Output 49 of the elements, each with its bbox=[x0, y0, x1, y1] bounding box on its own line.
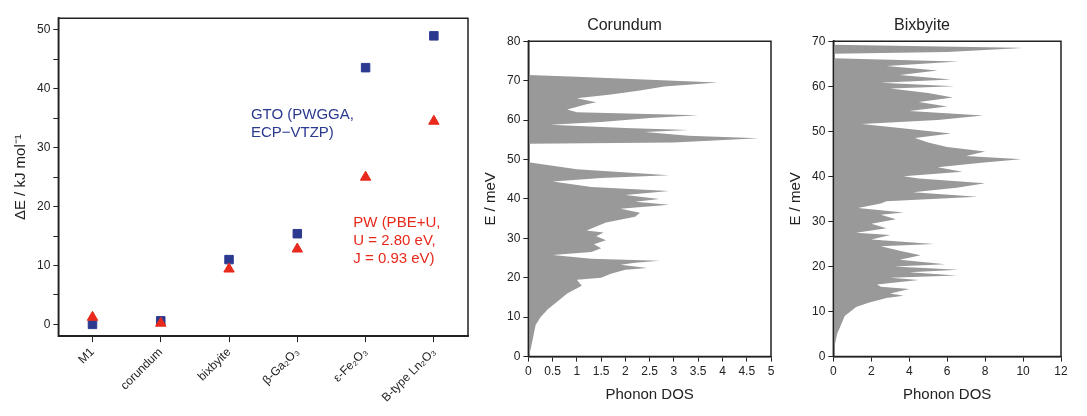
x-tick-label: 3.5 bbox=[689, 364, 707, 379]
x-tick-label: 4.5 bbox=[738, 364, 756, 379]
y-tick-label: 10 bbox=[811, 303, 826, 318]
y-axis-title: E / meV bbox=[481, 172, 499, 226]
x-tick-label: 3 bbox=[670, 364, 678, 379]
x-tick-label: 8 bbox=[981, 364, 989, 379]
x-tick-label: 2 bbox=[867, 364, 875, 379]
x-tick-label: 6 bbox=[943, 364, 951, 379]
y-tick-label: 40 bbox=[811, 168, 826, 183]
y-tick-label: 40 bbox=[506, 191, 521, 206]
x-axis-title: Phonon DOS bbox=[605, 385, 694, 403]
x-tick-label: 0 bbox=[525, 364, 532, 379]
y-axis-title: E / meV bbox=[786, 172, 804, 226]
y-axis-title: ΔE / kJ mol⁻¹ bbox=[11, 134, 29, 221]
x-tick-label: 4 bbox=[719, 364, 727, 379]
y-tick-label: 30 bbox=[811, 213, 826, 228]
y-tick-label: 40 bbox=[36, 81, 51, 96]
text: GTO (PWGGA, ECP−VTZP) bbox=[250, 104, 354, 140]
x-tick-label: 2.5 bbox=[641, 364, 659, 379]
x-tick-label: 12 bbox=[1054, 364, 1068, 379]
x-axis-title: Phonon DOS bbox=[902, 385, 992, 403]
y-tick-label: 30 bbox=[506, 230, 521, 245]
x-tick-label: 5 bbox=[767, 364, 775, 379]
x-tick-label: M1 bbox=[75, 344, 98, 367]
y-tick-label: 10 bbox=[36, 257, 51, 272]
y-tick-label: 50 bbox=[36, 22, 51, 37]
y-tick-label: 30 bbox=[36, 140, 51, 155]
x-tick-label: 0 bbox=[830, 364, 837, 379]
y-tick-label: 70 bbox=[811, 33, 826, 48]
x-tick-label: 0.5 bbox=[544, 364, 562, 379]
x-tick-label: 2 bbox=[622, 364, 630, 379]
text: PW (PBE+U, U = 2.80 eV, J = 0.93 eV) bbox=[353, 212, 441, 266]
y-tick-label: 60 bbox=[811, 78, 826, 93]
y-tick-label: 80 bbox=[506, 33, 521, 48]
x-tick-label: 1.5 bbox=[592, 364, 610, 379]
y-tick-label: 60 bbox=[506, 112, 521, 127]
y-tick-label: 20 bbox=[811, 258, 826, 273]
y-tick-label: 10 bbox=[506, 309, 521, 324]
y-tick-label: 0 bbox=[43, 316, 51, 331]
chart-title: Corundum bbox=[587, 16, 662, 34]
y-tick-label: 20 bbox=[36, 198, 51, 213]
x-tick-label: 10 bbox=[1016, 364, 1031, 379]
x-tick-label: 1 bbox=[573, 364, 581, 379]
chart-title: Bixbyite bbox=[893, 16, 951, 34]
y-tick-label: 50 bbox=[811, 123, 826, 138]
y-tick-label: 70 bbox=[506, 72, 521, 87]
x-tick-label: 4 bbox=[905, 364, 913, 379]
y-tick-label: 20 bbox=[506, 270, 521, 285]
y-tick-label: 50 bbox=[506, 151, 521, 166]
